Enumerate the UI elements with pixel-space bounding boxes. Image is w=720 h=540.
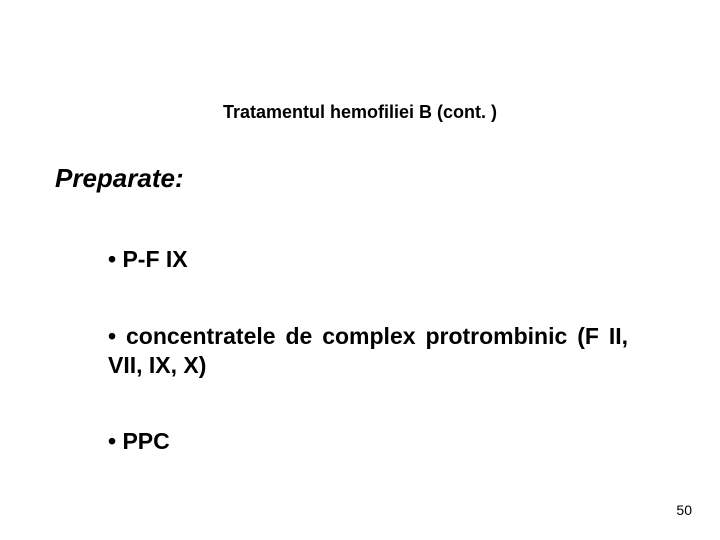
list-item-text: P-F IX <box>122 246 187 272</box>
list-item: • P-F IX <box>108 245 628 274</box>
slide-subheading: Preparate: <box>55 163 184 194</box>
list-item: • PPC <box>108 427 628 456</box>
slide-title: Tratamentul hemofiliei B (cont. ) <box>0 102 720 123</box>
list-item: • concentratele de complex protrombinic … <box>108 322 628 380</box>
slide: Tratamentul hemofiliei B (cont. ) Prepar… <box>0 0 720 540</box>
list-item-text: concentratele de complex protrombinic (F… <box>108 323 628 378</box>
page-number: 50 <box>676 502 692 518</box>
list-item-text: PPC <box>122 428 169 454</box>
bullet-list: • P-F IX • concentratele de complex prot… <box>108 245 628 456</box>
